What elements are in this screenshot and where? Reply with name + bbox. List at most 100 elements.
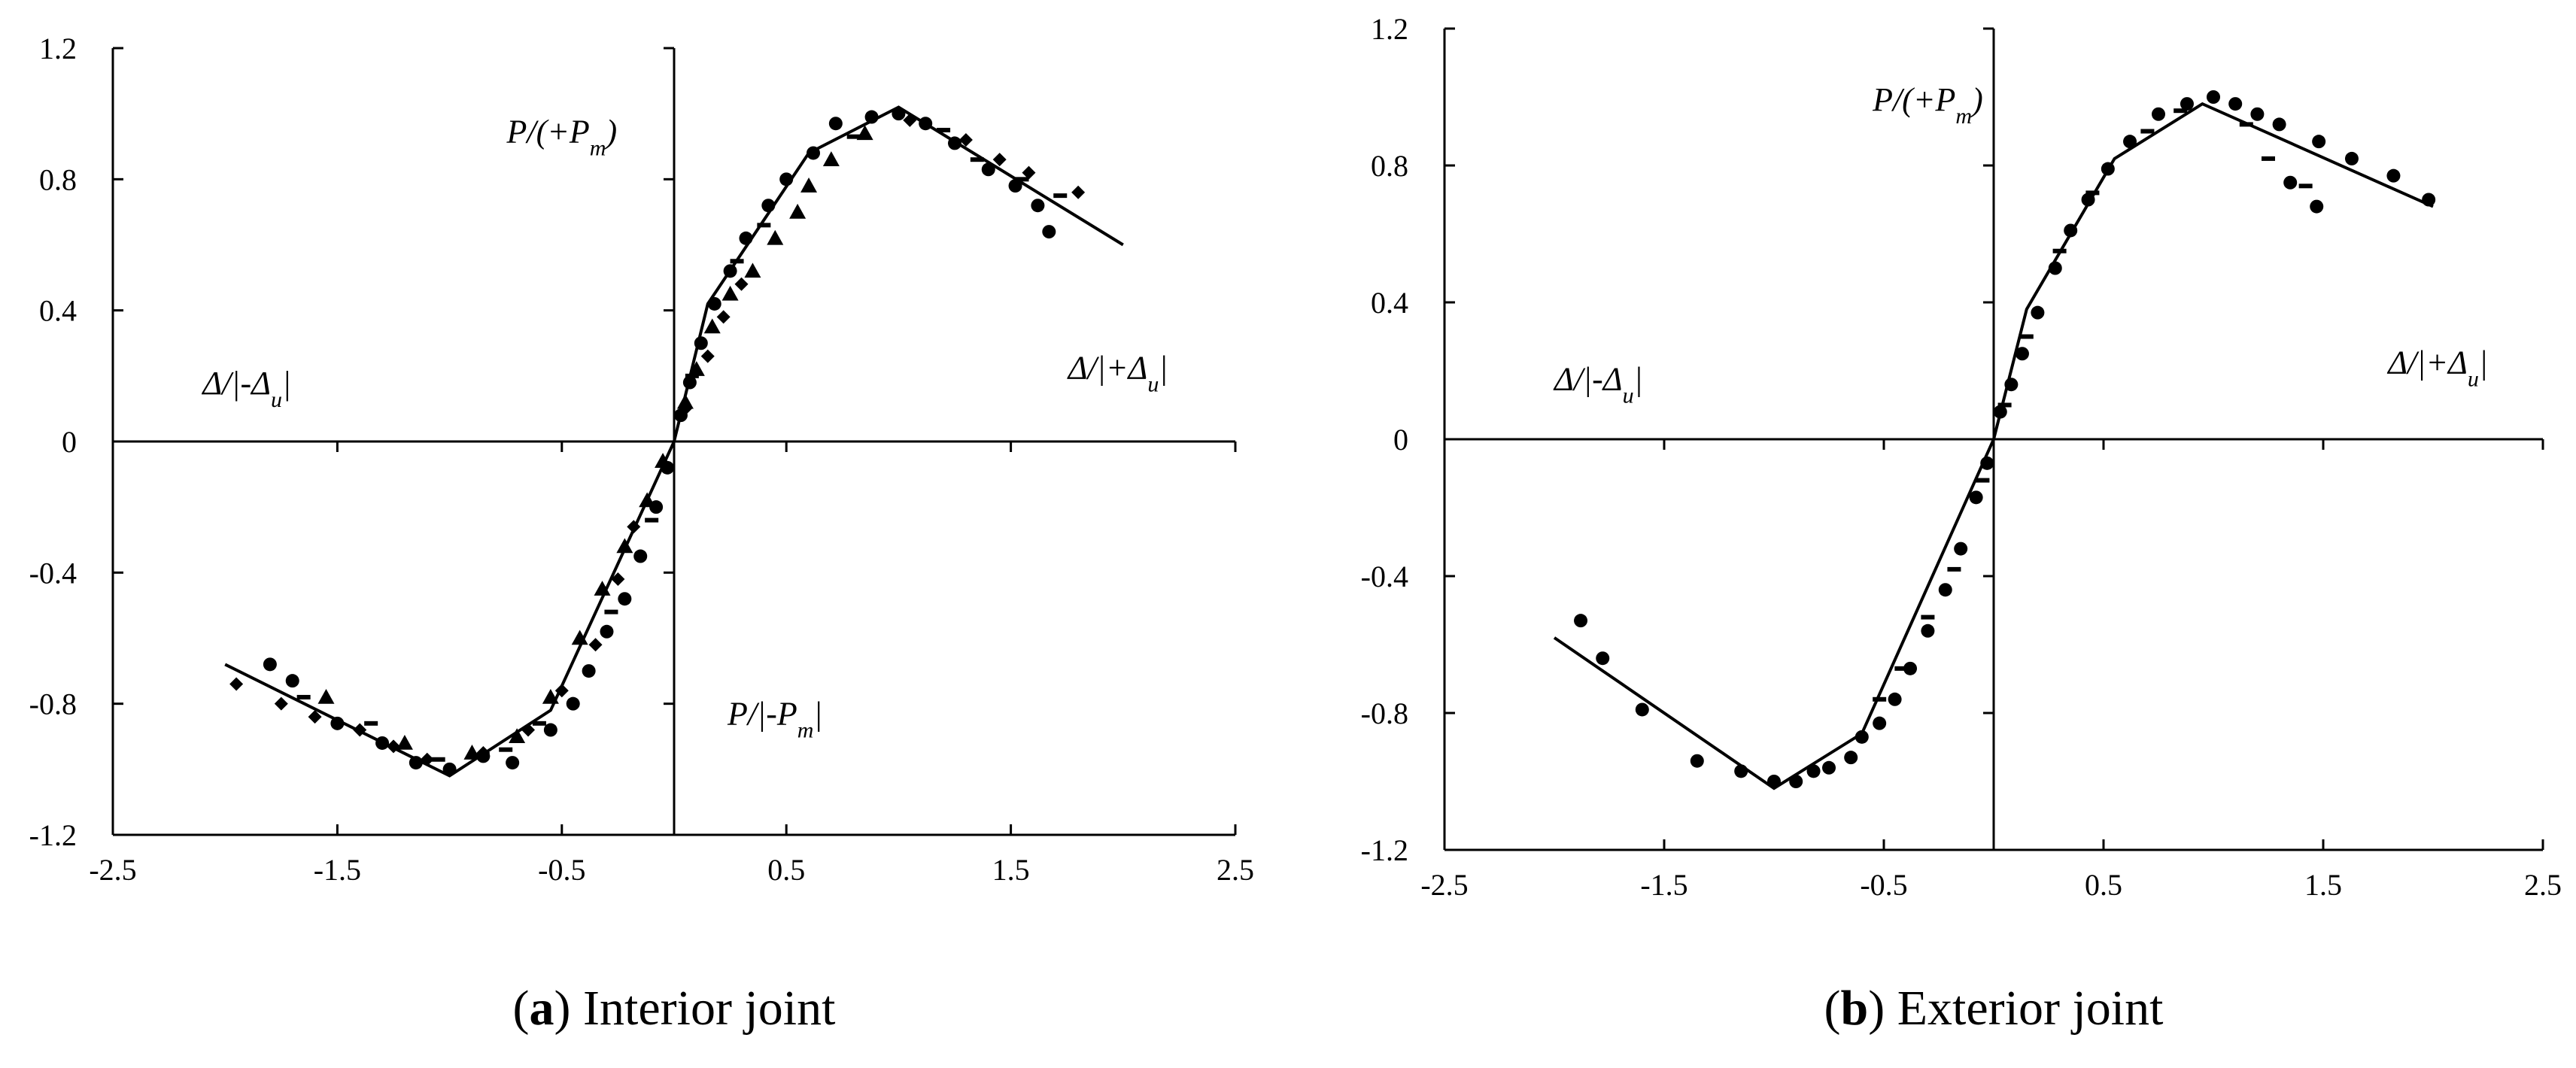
data-point-s1-18 <box>822 151 840 166</box>
data-point-s2-7 <box>521 723 536 737</box>
data-point-s2-4 <box>387 739 400 754</box>
data-point-s0-11 <box>600 624 614 639</box>
data-point-s0-26 <box>864 110 879 124</box>
data-point-s0-3 <box>375 736 390 750</box>
data-point-s0-17 <box>1969 490 1983 505</box>
data-point-s2-18 <box>992 153 1007 167</box>
data-point-s2-14 <box>716 310 731 324</box>
data-point-s0-7 <box>1806 764 1821 778</box>
series-specimen-3 <box>229 113 1086 766</box>
x-positive-label: Δ/|+Δu| <box>2386 344 2488 392</box>
data-point-s3-1 <box>364 721 378 726</box>
series-specimen-4 <box>296 127 1068 762</box>
data-point-s0-19 <box>1993 405 2007 419</box>
data-point-s0-20 <box>723 264 737 278</box>
data-point-s0-10 <box>1855 730 1869 744</box>
data-point-s1-8 <box>639 492 656 508</box>
data-point-s0-3 <box>1690 754 1704 768</box>
series-specimen-1 <box>263 107 1056 776</box>
data-point-s1-15 <box>767 229 784 245</box>
data-point-s0-22 <box>761 199 776 213</box>
data-point-s0-11 <box>1873 716 1887 730</box>
y-tick-label: 0 <box>1393 423 1408 457</box>
data-point-s0-23 <box>2048 261 2062 275</box>
data-point-s2-2 <box>308 710 322 724</box>
x-negative-label: Δ/|-Δu| <box>201 365 291 412</box>
data-point-s2-6 <box>476 746 491 760</box>
data-point-s1-6 <box>594 581 611 596</box>
data-point-s2-15 <box>734 277 749 291</box>
data-point-s2-17 <box>958 133 973 147</box>
data-point-s3-7 <box>685 373 699 378</box>
data-point-s2-10 <box>611 572 625 587</box>
data-point-s0-39 <box>2310 199 2324 214</box>
data-point-s0-24 <box>807 146 821 160</box>
y-tick-label: 0.8 <box>39 162 77 196</box>
panel-b-exterior-joint: -2.5 -1.5 -0.5 0.5 1.5 2.5 1.2 0.8 0.4 0 -0.4 -0.8 -… <box>1361 12 2562 1036</box>
data-point-s1-7 <box>2052 248 2067 253</box>
y-tick-label: -0.4 <box>1361 560 1408 593</box>
y-tick-label: -1.2 <box>1361 833 1408 867</box>
data-point-s1-1 <box>1894 666 1909 671</box>
y-tick-label: -0.4 <box>29 556 77 590</box>
data-point-s0-1 <box>1596 651 1610 666</box>
data-point-s0-7 <box>506 756 520 770</box>
data-point-s2-19 <box>1022 165 1036 180</box>
data-point-s0-16 <box>1954 542 1968 556</box>
data-point-s0-23 <box>779 172 794 187</box>
x-tick-label: 2.5 <box>1217 853 1254 887</box>
x-tick-label: 1.5 <box>2304 868 2342 902</box>
data-point-s0-28 <box>2152 107 2165 121</box>
data-point-s2-13 <box>700 349 715 363</box>
y-tick-label: -1.2 <box>29 818 77 852</box>
data-point-s2-9 <box>588 638 603 652</box>
data-point-s0-18 <box>1980 456 1994 470</box>
data-point-s0-13 <box>633 549 648 563</box>
data-point-s0-38 <box>2283 175 2298 190</box>
series-specimen-2 <box>317 125 873 760</box>
y-tick-label: -0.8 <box>29 687 77 721</box>
data-point-s0-33 <box>2272 117 2286 132</box>
y-positive-label: P/(+Pm) <box>506 114 617 161</box>
data-point-s0-37 <box>2422 193 2436 207</box>
data-point-s0-28 <box>919 117 933 131</box>
data-point-s1-10 <box>2174 108 2188 114</box>
series-specimen-1 <box>1574 90 2436 788</box>
data-point-s1-14 <box>744 262 761 278</box>
data-point-s0-26 <box>2101 162 2115 176</box>
panel-a-interior-joint: -2.5 -1.5 -0.5 0.5 1.5 2.5 1.2 0.8 0.4 0 -0.4 -0.8 -… <box>29 32 1254 1036</box>
data-point-s2-11 <box>627 520 641 534</box>
data-point-s0-13 <box>1903 661 1918 675</box>
data-point-s0-25 <box>2081 193 2095 207</box>
x-tick-label: 1.5 <box>992 853 1030 887</box>
data-point-s1-0 <box>317 688 335 704</box>
data-point-s0-12 <box>618 592 632 606</box>
y-positive-label: P/(+Pm) <box>1872 81 1983 129</box>
data-point-s0-9 <box>1844 751 1858 765</box>
y-negative-label: P/|-Pm| <box>727 696 823 743</box>
data-point-s0-9 <box>566 696 580 711</box>
data-point-s0-30 <box>2207 90 2220 104</box>
data-point-s0-5 <box>442 762 457 776</box>
data-point-s0-31 <box>1008 179 1022 193</box>
caption-text: Interior joint <box>583 981 835 1036</box>
data-point-s0-14 <box>1921 624 1935 638</box>
data-point-s0-29 <box>2180 97 2194 111</box>
data-point-s0-6 <box>1789 775 1803 788</box>
x-tick-label: -2.5 <box>1420 868 1468 902</box>
data-point-s3-6 <box>645 517 659 523</box>
data-point-s1-7 <box>616 538 633 554</box>
y-tick-label: 0 <box>62 425 77 459</box>
data-point-s0-30 <box>981 162 995 177</box>
data-point-s1-19 <box>856 125 873 141</box>
panel-caption: (a) Interior joint <box>513 981 836 1036</box>
panel-letter: b <box>1841 981 1869 1036</box>
data-point-s1-0 <box>1873 696 1887 702</box>
data-point-s0-19 <box>707 296 721 311</box>
series-specimen-2 <box>1873 108 2313 702</box>
data-point-s3-8 <box>730 259 744 264</box>
data-point-s0-24 <box>2064 223 2078 238</box>
data-point-s0-0 <box>1574 614 1588 628</box>
data-point-s0-22 <box>2031 305 2045 320</box>
y-tick-label: 0.4 <box>1371 286 1408 320</box>
